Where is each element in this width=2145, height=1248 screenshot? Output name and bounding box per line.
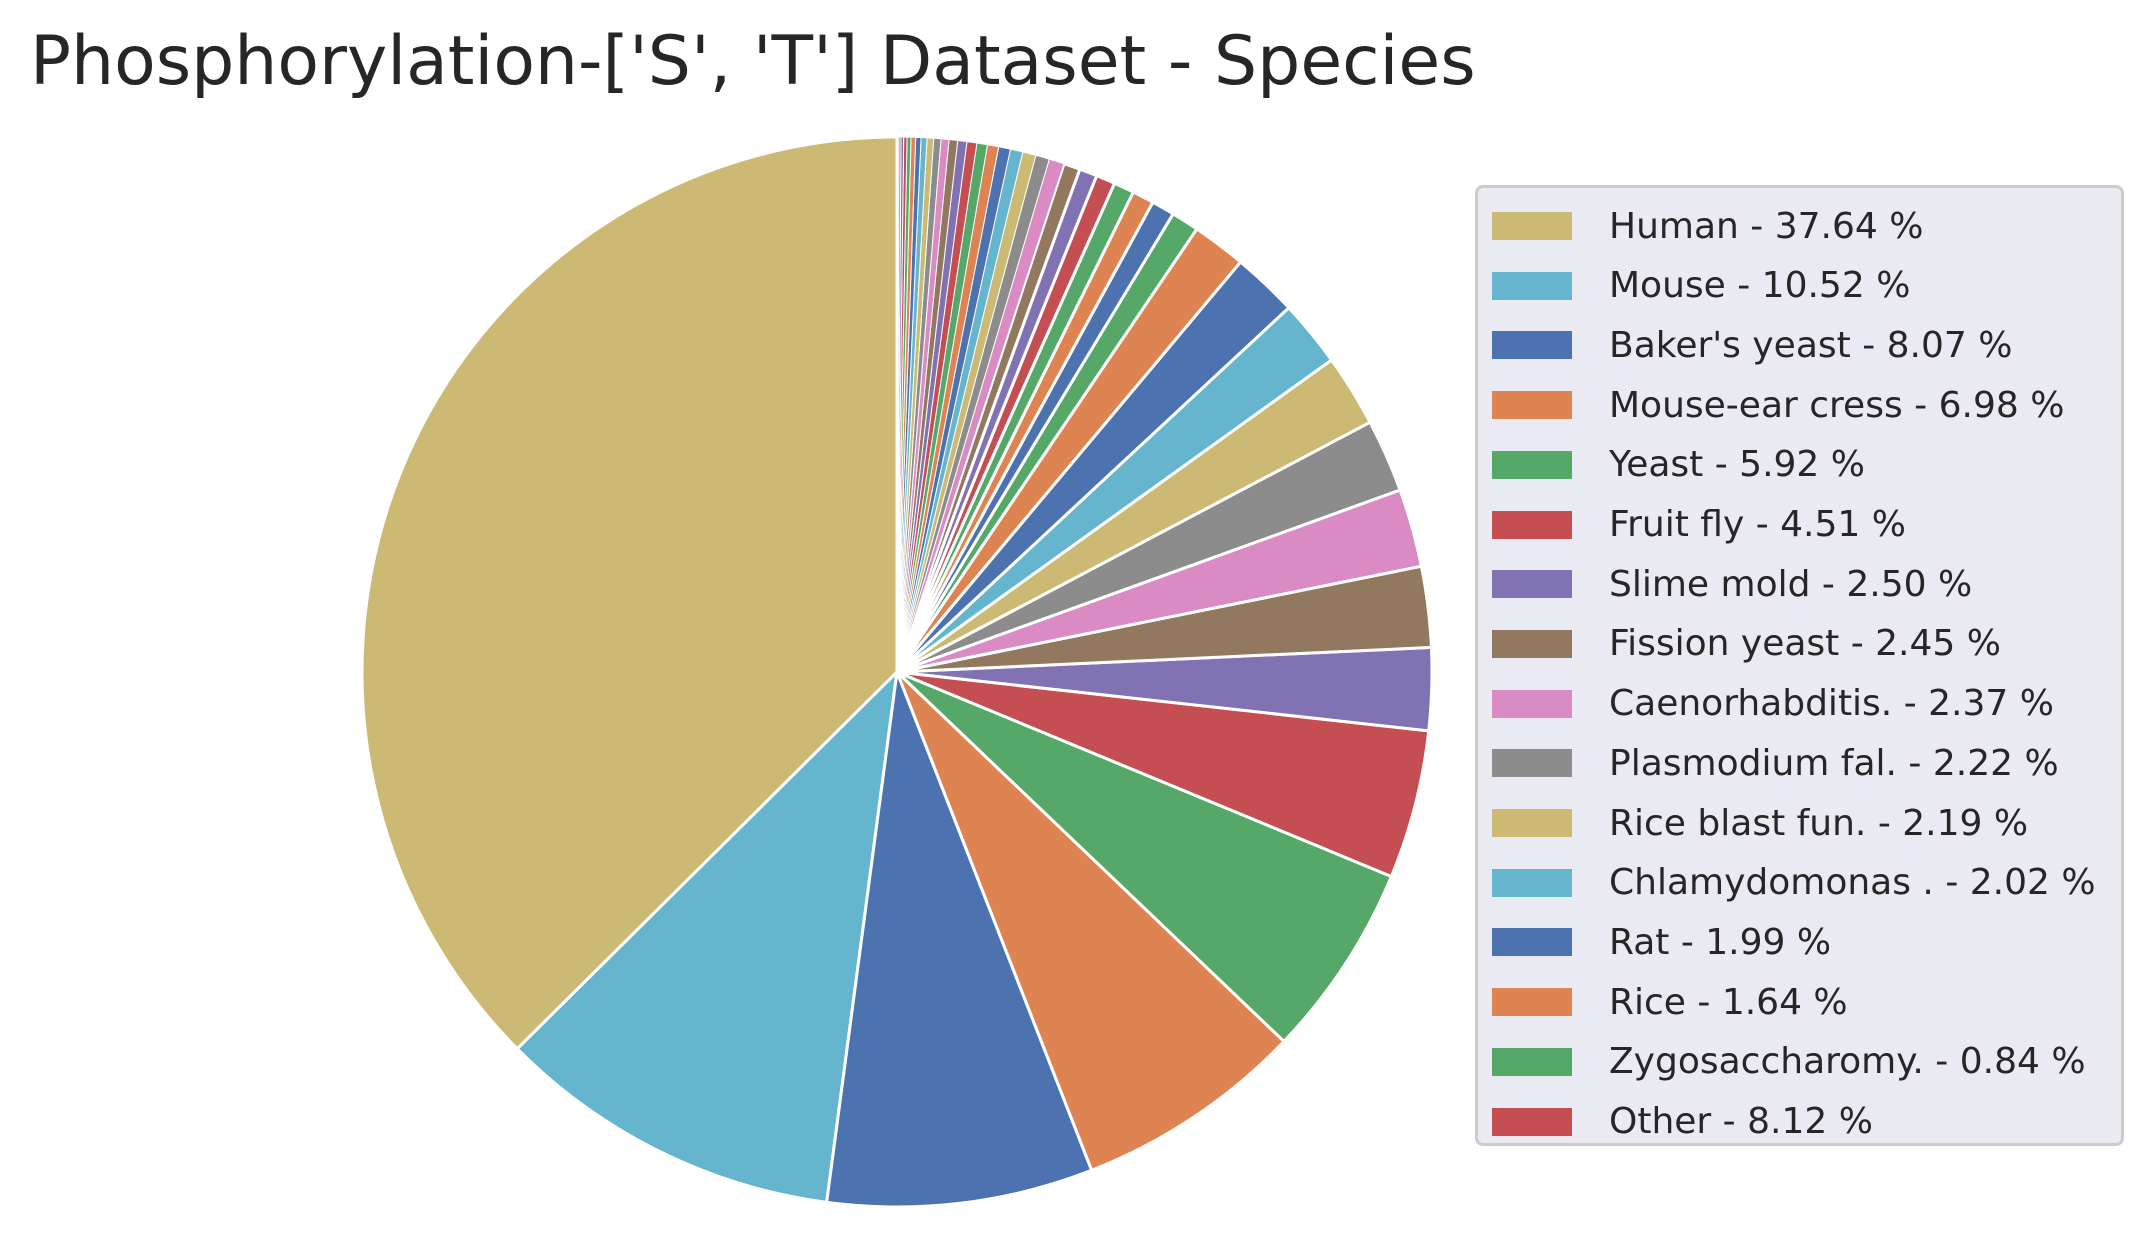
legend-label: Slime mold - 2.50 % xyxy=(1609,563,1973,605)
legend-label: Rice blast fun. - 2.19 % xyxy=(1609,802,2029,844)
legend-swatch xyxy=(1492,510,1572,539)
legend-item: Rice blast fun. - 2.19 % xyxy=(1492,802,2029,844)
legend-swatch xyxy=(1492,868,1572,897)
legend-item: Other - 8.12 % xyxy=(1492,1101,1873,1142)
legend-swatch xyxy=(1492,689,1572,718)
legend-item: Plasmodium fal. - 2.22 % xyxy=(1492,742,2059,784)
legend-label: Mouse-ear cress - 6.98 % xyxy=(1609,384,2065,426)
chart-title: Phosphorylation-['S', 'T'] Dataset - Spe… xyxy=(30,22,1476,101)
legend-swatch xyxy=(1492,271,1572,300)
legend-label: Rice - 1.64 % xyxy=(1609,981,1848,1023)
legend-label: Fruit fly - 4.51 % xyxy=(1609,504,1906,545)
legend-item: Zygosaccharomy. - 0.84 % xyxy=(1492,1041,2086,1083)
legend-swatch xyxy=(1492,749,1572,778)
legend-item: Human - 37.64 % xyxy=(1492,205,1924,247)
legend-item: Yeast - 5.92 % xyxy=(1492,444,1865,486)
legend-swatch xyxy=(1492,391,1572,420)
legend-label: Rat - 1.99 % xyxy=(1609,921,1832,963)
legend-swatch xyxy=(1492,928,1572,957)
legend-swatch xyxy=(1492,629,1572,658)
pie-chart xyxy=(360,135,1434,1209)
legend-label: Zygosaccharomy. - 0.84 % xyxy=(1609,1041,2086,1083)
legend-swatch xyxy=(1492,570,1572,599)
legend-item: Fruit fly - 4.51 % xyxy=(1492,504,1906,545)
pie-slice-4 xyxy=(895,670,1393,1043)
legend-swatch xyxy=(1492,450,1572,479)
legend-item: Mouse - 10.52 % xyxy=(1492,265,1911,307)
legend-label: Mouse - 10.52 % xyxy=(1609,265,1911,307)
pie-slice-0 xyxy=(360,135,899,1051)
legend-item: Rat - 1.99 % xyxy=(1492,921,1832,963)
legend-item: Chlamydomonas . - 2.02 % xyxy=(1492,862,2096,904)
legend-swatch xyxy=(1492,212,1572,240)
legend-label: Plasmodium fal. - 2.22 % xyxy=(1609,742,2059,784)
legend-swatch xyxy=(1492,809,1572,837)
legend-label: Baker's yeast - 8.07 % xyxy=(1609,324,2013,366)
legend-label: Fission yeast - 2.45 % xyxy=(1609,623,2001,665)
legend-item: Baker's yeast - 8.07 % xyxy=(1492,324,2013,366)
legend-item: Caenorhabditis. - 2.37 % xyxy=(1492,683,2054,725)
legend-label: Human - 37.64 % xyxy=(1609,205,1924,247)
legend-swatch xyxy=(1492,988,1572,1017)
legend-item: Slime mold - 2.50 % xyxy=(1492,563,1973,605)
legend: Human - 37.64 % Mouse - 10.52 % Baker's ye… xyxy=(1475,185,2124,1146)
pie-slice-3 xyxy=(895,670,1286,1172)
legend-label: Yeast - 5.92 % xyxy=(1609,444,1865,486)
legend-swatch xyxy=(1492,1047,1572,1076)
pie-slice-1 xyxy=(515,670,899,1204)
pie-slice-2 xyxy=(825,670,1094,1209)
legend-item: Fission yeast - 2.45 % xyxy=(1492,623,2001,665)
legend-item: Mouse-ear cress - 6.98 % xyxy=(1492,384,2065,426)
legend-label: Caenorhabditis. - 2.37 % xyxy=(1609,683,2054,725)
legend-label: Other - 8.12 % xyxy=(1609,1101,1873,1142)
pie-slice-other-27 xyxy=(896,136,899,673)
legend-swatch xyxy=(1492,1107,1572,1136)
legend-label: Chlamydomonas . - 2.02 % xyxy=(1609,862,2096,904)
legend-item: Rice - 1.64 % xyxy=(1492,981,1848,1023)
legend-swatch xyxy=(1492,331,1572,360)
